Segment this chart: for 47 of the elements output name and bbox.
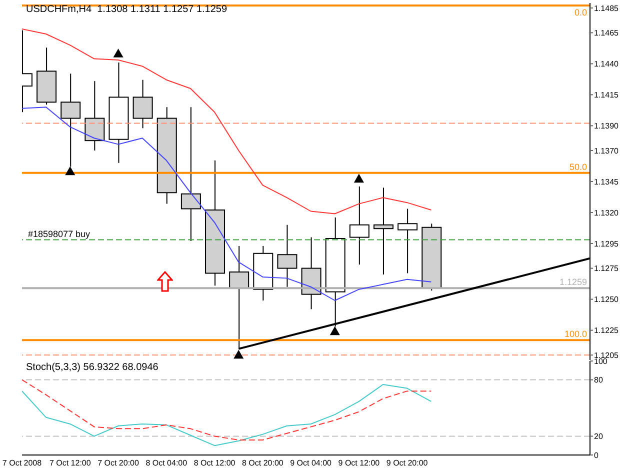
x-tick-label: 7 Oct 20:00 — [98, 458, 140, 468]
y-tick-label: 1.1225 — [594, 326, 620, 336]
y-tick-label: 1.1320 — [594, 208, 620, 218]
ref-line-label: #18598077 buy — [28, 228, 91, 239]
x-tick-label: 9 Oct 04:00 — [290, 458, 332, 468]
annotation: 50.0 — [569, 162, 587, 172]
line-series — [22, 384, 432, 446]
candlestick — [180, 106, 201, 242]
point — [330, 326, 340, 336]
y-tick-label: 1.1345 — [594, 177, 620, 186]
candlestick — [84, 80, 105, 152]
candlestick — [132, 79, 153, 129]
x-tick-label: 8 Oct 12:00 — [194, 458, 236, 468]
chart-title: USDCHFm,H4 1.1308 1.1311 1.1257 1.1259 — [26, 4, 228, 15]
y-tick-label: 20 — [594, 432, 604, 442]
y-tick-label: 1.1485 — [594, 4, 620, 13]
x-tick-label: 9 Oct 20:00 — [386, 458, 428, 468]
point — [354, 174, 364, 183]
point — [66, 166, 75, 176]
chart-title: Stoch(5,3,3) 56.9322 68.0946 — [26, 362, 158, 373]
point — [234, 350, 244, 359]
x-tick-label: 8 Oct 04:00 — [146, 458, 188, 468]
y-tick-label: 1.1440 — [594, 60, 620, 69]
line-series — [22, 28, 432, 214]
y-tick-label: 1.1250 — [594, 295, 620, 304]
candlestick — [349, 186, 370, 266]
annotation: 0.0 — [574, 7, 587, 18]
y-tick-label: 0 — [594, 450, 599, 460]
candlestick — [373, 187, 394, 275]
y-tick-label: 1.1370 — [594, 146, 620, 156]
ref-line-label: 1.1259 — [559, 277, 587, 288]
line-series — [22, 106, 432, 301]
candlestick — [277, 224, 298, 288]
x-tick-label: 7 Oct 2008 — [2, 458, 42, 468]
point — [114, 49, 123, 58]
y-tick-label: 80 — [594, 376, 604, 385]
y-tick-label: 1.1390 — [594, 122, 620, 131]
y-tick-label: 1.1295 — [594, 239, 620, 248]
x-tick-label: 7 Oct 12:00 — [49, 458, 92, 468]
line-series — [22, 379, 432, 440]
annotation: 100.0 — [564, 329, 587, 340]
x-tick-label: 8 Oct 20:00 — [242, 458, 284, 468]
x-tick-label: 9 Oct 12:00 — [338, 458, 380, 468]
candlestick — [398, 208, 418, 274]
y-tick-label: 1.1275 — [594, 264, 620, 274]
y-tick-label: 1.1415 — [594, 90, 620, 100]
y-tick-label: 1.1465 — [594, 28, 620, 38]
